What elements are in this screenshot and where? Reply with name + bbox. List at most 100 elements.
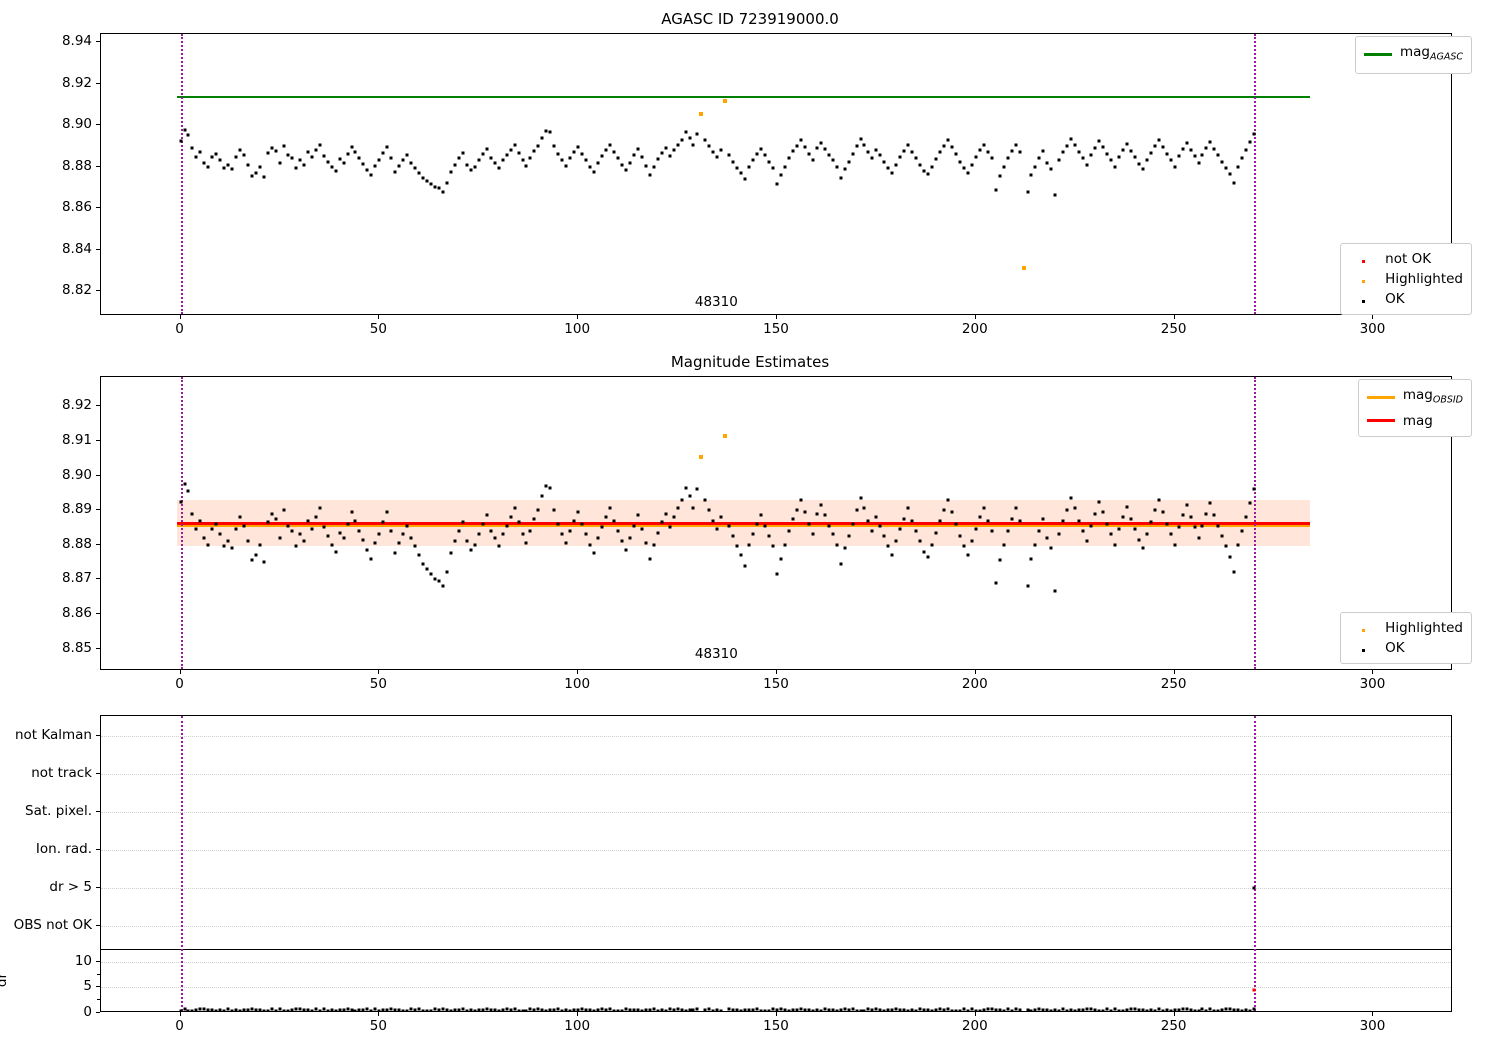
data-point xyxy=(1057,532,1061,536)
data-point xyxy=(1073,143,1077,147)
data-point xyxy=(1097,139,1101,143)
dr-data-point xyxy=(365,1007,369,1011)
data-point xyxy=(819,503,823,507)
estimates-axes[interactable] xyxy=(100,376,1452,670)
data-point xyxy=(262,175,266,179)
data-point xyxy=(238,515,242,519)
dr-data-point xyxy=(636,1008,640,1011)
marker-legend-item-1[interactable]: OK xyxy=(1349,638,1463,658)
x-tick-mark xyxy=(577,670,579,674)
dr-data-point xyxy=(457,1008,461,1011)
data-point xyxy=(580,522,584,526)
magnitude-legend-lines[interactable]: magAGASC xyxy=(1354,36,1472,74)
data-point xyxy=(640,527,644,531)
data-point xyxy=(664,512,668,516)
dr-data-point xyxy=(501,1008,505,1011)
dr-data-point xyxy=(922,1008,926,1011)
data-point xyxy=(1181,147,1185,151)
data-point xyxy=(990,529,994,533)
dr-data-point xyxy=(612,1009,616,1011)
data-point xyxy=(278,161,282,165)
dr-data-point xyxy=(779,1007,783,1011)
estimates-plot-area[interactable] xyxy=(101,377,1451,669)
data-point xyxy=(771,544,775,548)
dr-data-point xyxy=(544,1009,548,1011)
dr-data-point xyxy=(576,1008,580,1011)
marker-legend-item-2[interactable]: OK xyxy=(1349,289,1463,309)
dr-data-point xyxy=(1029,1009,1033,1011)
dr-data-point xyxy=(353,1009,357,1011)
estimates-legend-lines[interactable]: magOBSID mag xyxy=(1357,379,1472,437)
y-tick-label: 8.84 xyxy=(61,240,92,257)
dr-data-point xyxy=(548,1008,552,1011)
data-point xyxy=(497,544,501,548)
dr-data-point xyxy=(580,1007,584,1011)
data-point xyxy=(831,532,835,536)
data-point xyxy=(1248,501,1252,505)
data-point xyxy=(369,557,373,561)
data-point xyxy=(1113,165,1117,169)
data-point xyxy=(584,532,588,536)
data-point xyxy=(409,161,413,165)
dr-data-point xyxy=(703,1008,707,1011)
legend-label: not OK xyxy=(1385,251,1432,267)
data-point xyxy=(699,454,704,459)
data-point xyxy=(966,171,970,175)
data-point xyxy=(664,146,668,150)
data-point xyxy=(1061,519,1065,523)
magnitude-legend-markers[interactable]: not OK Highlighted OK xyxy=(1340,243,1472,315)
data-point xyxy=(413,166,417,170)
dr-data-point xyxy=(970,1007,974,1011)
dr-data-point xyxy=(238,1009,242,1011)
dr-data-point xyxy=(210,1008,214,1011)
dr-data-point xyxy=(588,1008,592,1011)
mag-legend-item-0[interactable]: magOBSID xyxy=(1366,385,1463,411)
dr-data-point xyxy=(1149,1008,1153,1011)
data-point xyxy=(691,506,695,510)
legend-label: OK xyxy=(1385,640,1405,656)
dr-data-point xyxy=(560,1009,564,1011)
magnitude-plot-area[interactable] xyxy=(101,34,1451,314)
flags-axes[interactable] xyxy=(100,715,1452,1012)
data-point xyxy=(505,524,509,528)
data-point xyxy=(926,555,930,559)
dr-data-point xyxy=(540,1008,544,1011)
data-point xyxy=(437,186,441,190)
data-point xyxy=(258,543,262,547)
dr-data-point xyxy=(604,1008,608,1011)
data-point xyxy=(473,543,477,547)
dr-data-point xyxy=(338,1008,342,1011)
data-point xyxy=(886,166,890,170)
data-point xyxy=(489,156,493,160)
data-point xyxy=(608,143,612,147)
x-tick-mark xyxy=(1372,315,1374,319)
data-point xyxy=(501,532,505,536)
marker-legend-item-0[interactable]: Highlighted xyxy=(1349,618,1463,638)
data-point xyxy=(346,152,350,156)
data-point xyxy=(1121,515,1125,519)
data-point xyxy=(266,520,270,524)
mag-legend-item-1[interactable]: mag xyxy=(1366,411,1463,431)
dr-data-point xyxy=(1252,1007,1256,1011)
data-point xyxy=(874,515,878,519)
data-point xyxy=(779,557,783,561)
dr-data-point xyxy=(1057,1009,1061,1011)
legend-dot xyxy=(1361,649,1365,652)
data-point xyxy=(1077,150,1081,154)
x-tick-label: 50 xyxy=(369,321,387,337)
data-point xyxy=(568,156,572,160)
mag-agasc-legend-item-0[interactable]: magAGASC xyxy=(1363,42,1463,68)
dr-data-point xyxy=(998,1008,1002,1011)
dr-data-point xyxy=(246,1008,250,1011)
data-point xyxy=(1248,140,1252,144)
magnitude-axes[interactable] xyxy=(100,33,1452,315)
estimates-legend-markers[interactable]: Highlighted OK xyxy=(1340,612,1472,664)
data-point xyxy=(882,160,886,164)
data-point xyxy=(218,158,222,162)
dr-data-point xyxy=(1097,1009,1101,1011)
marker-legend-item-0[interactable]: not OK xyxy=(1349,249,1463,269)
flags-plot-area[interactable] xyxy=(101,716,1451,1011)
data-point xyxy=(397,164,401,168)
marker-legend-item-1[interactable]: Highlighted xyxy=(1349,269,1463,289)
data-point xyxy=(1053,193,1057,197)
